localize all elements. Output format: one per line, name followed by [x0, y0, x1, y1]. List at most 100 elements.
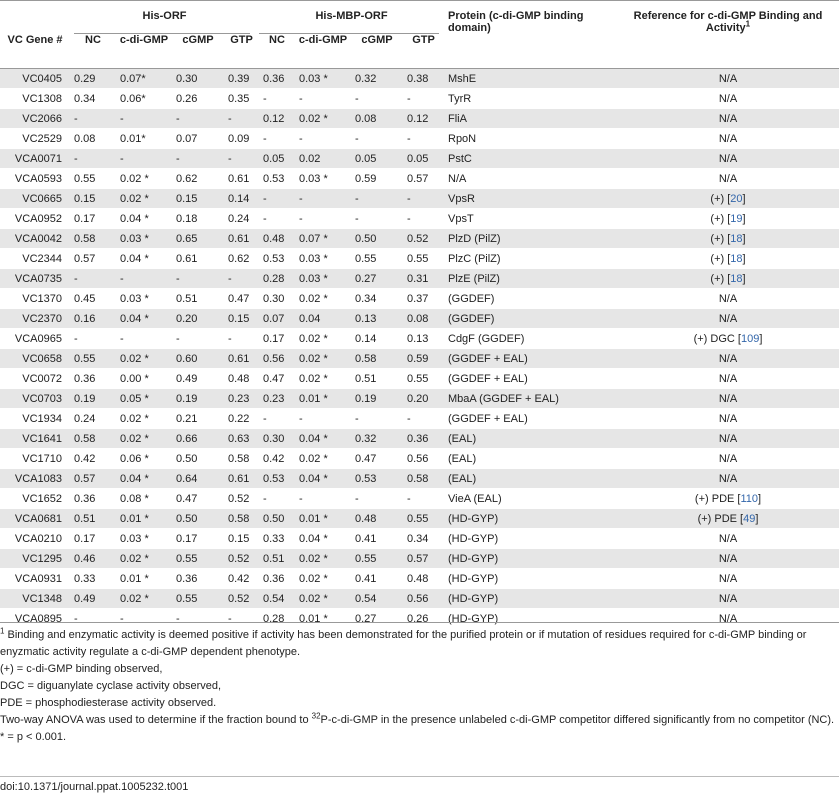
his-mbp-orf-cell: 0.42	[259, 448, 295, 469]
his-mbp-orf-cell: 0.50	[351, 228, 403, 249]
gene-cell: VC1641	[0, 428, 70, 449]
table-row: VCA0952 0.17 0.04 * 0.18 0.24- - - - VpsT (+) [19…	[0, 208, 839, 229]
his-mbp-orf-cell: 0.38	[403, 68, 444, 89]
his-orf-cell: 0.04 *	[116, 308, 172, 329]
reference-cell: N/A	[617, 608, 839, 628]
his-mbp-orf-cell: 0.34	[403, 528, 444, 549]
gene-cell: VCA0071	[0, 148, 70, 169]
his-orf-cell: 0.61	[224, 468, 259, 489]
reference-text: N/A	[718, 92, 738, 105]
his-orf-cell: 0.36	[70, 368, 116, 389]
his-mbp-orf-cell: 0.07 *	[295, 228, 351, 249]
his-orf-cell: -	[224, 108, 259, 129]
his-orf-cell: 0.51	[172, 288, 224, 309]
protein-cell: (HD-GYP)	[444, 608, 617, 628]
table-row: VCA0042 0.58 0.03 * 0.65 0.61 0.48 0.07 * 0.50 0…	[0, 228, 839, 249]
citation-link[interactable]: 18	[730, 252, 743, 265]
citation-link[interactable]: 49	[743, 512, 756, 525]
his-mbp-orf-cell: 0.34	[351, 288, 403, 309]
footnote-dgc: DGC = diguanylate cyclase activity obser…	[0, 680, 222, 692]
his-orf-cell: 0.17	[70, 208, 116, 229]
his-orf-cell: 0.45	[70, 288, 116, 309]
reference-text: N/A	[718, 152, 738, 165]
reference-cell: N/A	[617, 468, 839, 489]
his-orf-cell: 0.01 *	[116, 568, 172, 589]
his-orf-cell: 0.52	[224, 548, 259, 569]
gene-cell: VCA0895	[0, 608, 70, 628]
his-orf-cell: 0.21	[172, 408, 224, 429]
table-row: VCA0210 0.17 0.03 * 0.17 0.15 0.33 0.04 * 0.41 0…	[0, 528, 839, 549]
his-orf-cell: 0.18	[172, 208, 224, 229]
his-orf-cell: 0.17	[70, 528, 116, 549]
his-orf-cell: 0.24	[70, 408, 116, 429]
his-mbp-orf-cell: 0.50	[259, 508, 295, 529]
his-orf-cell: 0.06 *	[116, 448, 172, 469]
reference-cell: (+) [18]	[617, 228, 839, 249]
his-mbp-orf-cell: 0.03 *	[295, 268, 351, 289]
gene-cell: VC2529	[0, 128, 70, 149]
gene-cell: VC0405	[0, 68, 70, 89]
his-orf-cell: 0.08	[70, 128, 116, 149]
reference-text: (+) DGC [	[693, 332, 741, 345]
citation-link[interactable]: 18	[730, 232, 743, 245]
reference-text: (+) PDE [	[694, 492, 741, 505]
his-orf-cell: -	[172, 108, 224, 129]
table-row: VC0405 0.29 0.07* 0.30 0.39 0.36 0.03 * 0.32 0.3…	[0, 68, 839, 89]
his-orf-cell: 0.62	[172, 168, 224, 189]
his-mbp-orf-cell: -	[259, 188, 295, 209]
his-mbp-orf-cell: 0.02 *	[295, 588, 351, 609]
his-mbp-orf-cell: 0.01 *	[295, 608, 351, 628]
his-orf-cell: 0.02 *	[116, 548, 172, 569]
reference-text: N/A	[718, 552, 738, 565]
his-mbp-orf-cell: 0.36	[259, 68, 295, 89]
top-rule	[0, 0, 839, 1]
his-orf-cell: 0.36	[172, 568, 224, 589]
his-orf-cell: 0.19	[70, 388, 116, 409]
gene-cell: VC0665	[0, 188, 70, 209]
gene-cell: VCA1083	[0, 468, 70, 489]
his-orf-cell: 0.58	[224, 448, 259, 469]
protein-cell: VieA (EAL)	[444, 488, 617, 509]
gene-cell: VC1370	[0, 288, 70, 309]
his-mbp-orf-cell: -	[295, 208, 351, 229]
his-orf-cell: 0.62	[224, 248, 259, 269]
his-mbp-orf-cell: 0.04 *	[295, 428, 351, 449]
his-mbp-orf-cell: -	[295, 188, 351, 209]
subcol-header: cGMP	[182, 34, 214, 46]
reference-text: N/A	[718, 592, 738, 605]
citation-link[interactable]: 109	[740, 332, 760, 345]
his-mbp-orf-cell: 0.53	[259, 248, 295, 269]
his-orf-cell: 0.55	[70, 348, 116, 369]
citation-link[interactable]: 18	[730, 272, 743, 285]
his-orf-cell: 0.03 *	[116, 228, 172, 249]
protein-cell: (EAL)	[444, 428, 617, 449]
reference-cell: N/A	[617, 448, 839, 469]
gene-cell: VC1652	[0, 488, 70, 509]
his-orf-cell: 0.01*	[116, 128, 172, 149]
his-mbp-orf-cell: 0.58	[351, 348, 403, 369]
his-mbp-orf-cell: 0.51	[351, 368, 403, 389]
protein-cell: (HD-GYP)	[444, 588, 617, 609]
his-mbp-orf-cell: 0.58	[403, 468, 444, 489]
table-row: VCA0895- - - -0.28 0.01 * 0.27 0.26 (HD-GYP) N/A	[0, 608, 839, 628]
protein-cell: PlzE (PilZ)	[444, 268, 617, 289]
citation-link[interactable]: 19	[730, 212, 743, 225]
table-row: VC2344 0.57 0.04 * 0.61 0.62 0.53 0.03 * 0.55 0.…	[0, 248, 839, 269]
his-mbp-orf-cell: 0.57	[403, 168, 444, 189]
gene-cell: VCA0965	[0, 328, 70, 349]
citation-link[interactable]: 20	[730, 192, 743, 205]
citation-link[interactable]: 110	[740, 492, 759, 505]
table-row: VC1652 0.36 0.08 * 0.47 0.52- - - - VieA (EAL) (+…	[0, 488, 839, 509]
gene-cell: VC2066	[0, 108, 70, 129]
his-mbp-orf-cell: 0.02 *	[295, 448, 351, 469]
his-mbp-orf-header: His-MBP-ORF	[315, 10, 388, 22]
table-row: VC1295 0.46 0.02 * 0.55 0.52 0.51 0.02 * 0.55 0.…	[0, 548, 839, 569]
his-mbp-orf-cell: 0.26	[403, 608, 444, 628]
protein-cell: RpoN	[444, 128, 617, 149]
his-mbp-orf-cell: 0.57	[403, 548, 444, 569]
his-mbp-orf-cell: -	[351, 188, 403, 209]
reference-text: N/A	[718, 372, 738, 385]
his-orf-cell: -	[116, 268, 172, 289]
his-orf-cell: -	[224, 268, 259, 289]
